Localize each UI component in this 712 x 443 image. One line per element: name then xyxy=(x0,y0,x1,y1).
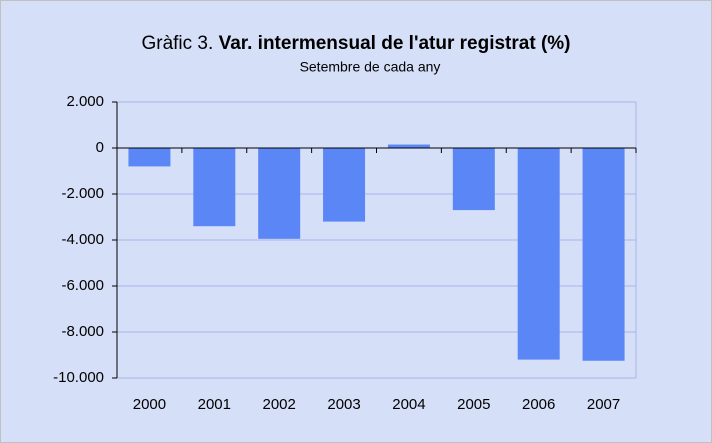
y-tick-label: -2.000 xyxy=(61,185,104,202)
title-text: Var. intermensual de l'atur registrat (%… xyxy=(219,33,571,54)
chart-title: Gràfic 3. Var. intermensual de l'atur re… xyxy=(141,33,570,54)
x-tick-label: 2006 xyxy=(522,396,555,413)
y-tick-label: 2.000 xyxy=(66,93,104,110)
bar xyxy=(323,148,366,222)
x-tick-label: 2000 xyxy=(133,396,166,413)
y-tick-label: -8.000 xyxy=(61,323,104,340)
x-tick-label: 2004 xyxy=(392,396,425,413)
y-tick-label: -10.000 xyxy=(53,369,104,386)
bar xyxy=(387,144,430,148)
title-label: Gràfic 3. xyxy=(141,33,213,54)
bar xyxy=(517,148,560,360)
y-tick-label: -4.000 xyxy=(61,231,104,248)
bar xyxy=(452,148,495,211)
chart-subtitle: Setembre de cada any xyxy=(300,59,441,75)
bar xyxy=(128,148,171,167)
x-tick-label: 2007 xyxy=(587,396,620,413)
y-tick-label: 0 xyxy=(96,139,104,156)
x-tick-label: 2005 xyxy=(457,396,490,413)
x-tick-label: 2001 xyxy=(198,396,231,413)
bar xyxy=(258,148,301,239)
bar xyxy=(193,148,236,227)
bar xyxy=(582,148,625,361)
x-tick-label: 2002 xyxy=(263,396,296,413)
y-tick-label: -6.000 xyxy=(61,277,104,294)
x-tick-label: 2003 xyxy=(327,396,360,413)
